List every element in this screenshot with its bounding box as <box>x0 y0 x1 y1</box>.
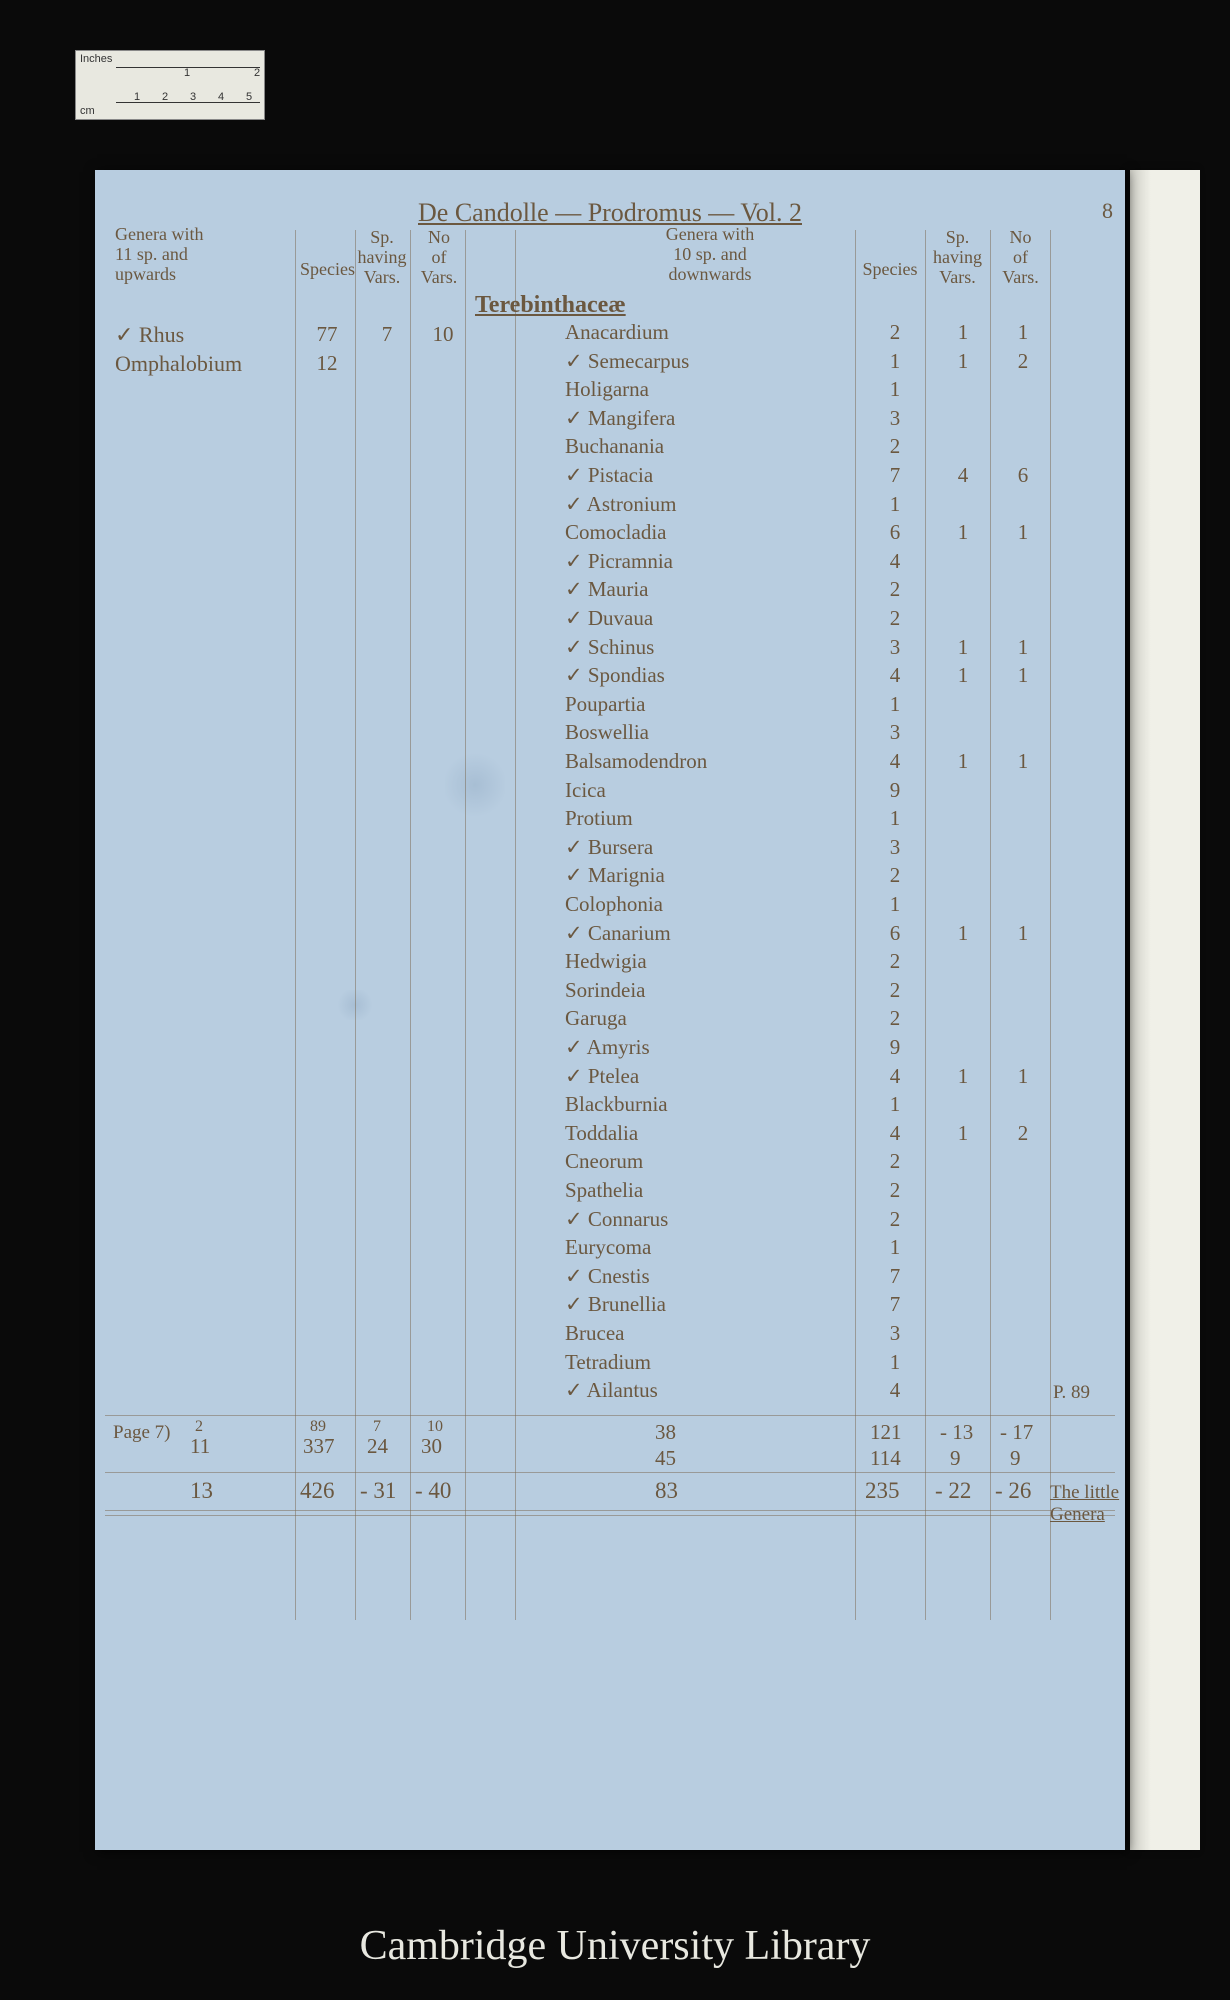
right-genus: ✓ Connarus <box>565 1207 668 1232</box>
right-genus: ✓ Astronium <box>565 492 677 517</box>
right-genus: Poupartia <box>565 692 645 717</box>
right-genus: ✓ Brunellia <box>565 1292 666 1317</box>
right-genus: Protium <box>565 806 633 831</box>
right-genus: ✓ Ptelea <box>565 1064 639 1089</box>
right-genus: Sorindeia <box>565 978 645 1003</box>
left-genus: ✓ Rhus <box>115 322 184 348</box>
header-right-genera: Genera with 10 sp. and downwards <box>595 225 825 284</box>
right-genus: Balsamodendron <box>565 749 707 774</box>
right-genus: ✓ Bursera <box>565 835 653 860</box>
sum-l-sp: 426 <box>300 1478 335 1504</box>
right-genus: Tetradium <box>565 1350 651 1375</box>
header-r-sp-vars: Sp. having Vars. <box>930 228 985 287</box>
paper-stain <box>445 750 505 820</box>
header-sp-vars: Sp. having Vars. <box>357 228 407 287</box>
header-no-vars: No of Vars. <box>415 228 463 287</box>
side-note: P. 89 <box>1053 1382 1090 1404</box>
book-right-page <box>1130 170 1200 1850</box>
library-watermark: Cambridge University Library <box>360 1922 871 1970</box>
right-genus: ✓ Amyris <box>565 1035 650 1060</box>
right-genus: ✓ Pistacia <box>565 463 653 488</box>
right-genus: Garuga <box>565 1006 627 1031</box>
ruler-cm-label: cm <box>80 105 95 117</box>
page-number: 8 <box>1102 198 1113 224</box>
right-genus: Anacardium <box>565 320 669 345</box>
family-heading: Terebinthaceæ <box>475 292 626 319</box>
right-genus: Buchanania <box>565 434 664 459</box>
right-genus: Toddalia <box>565 1121 638 1146</box>
right-genus: ✓ Ailantus <box>565 1378 658 1403</box>
scale-ruler: Inches cm 1 2 1 2 3 4 5 <box>75 50 265 120</box>
right-genus: ✓ Cnestis <box>565 1264 650 1289</box>
right-genus: Icica <box>565 778 606 803</box>
sum-l-count: 13 <box>190 1478 213 1504</box>
right-genus: Eurycoma <box>565 1235 651 1260</box>
right-genus: ✓ Mangifera <box>565 406 675 431</box>
manuscript-page: De Candolle — Prodromus — Vol. 2 8 Gener… <box>95 170 1125 1850</box>
left-genus: Omphalobium <box>115 351 242 377</box>
sum-r-sp: 235 <box>865 1478 900 1504</box>
right-genus: ✓ Schinus <box>565 635 654 660</box>
ruler-inches-label: Inches <box>80 53 112 65</box>
right-genus: Spathelia <box>565 1178 643 1203</box>
right-genus: Comocladia <box>565 520 666 545</box>
right-genus: ✓ Semecarpus <box>565 349 689 374</box>
right-genus: ✓ Marignia <box>565 863 665 888</box>
right-genus: ✓ Canarium <box>565 921 671 946</box>
header-species: Species <box>300 260 350 280</box>
right-genus: Brucea <box>565 1321 624 1346</box>
right-genus: Colophonia <box>565 892 663 917</box>
right-genus: Hedwigia <box>565 949 647 974</box>
sum-r-count: 83 <box>655 1478 678 1504</box>
header-r-species: Species <box>860 260 920 280</box>
right-genus: ✓ Picramnia <box>565 549 673 574</box>
right-genus: ✓ Duvaua <box>565 606 653 631</box>
sum-note: The little Genera <box>1050 1482 1125 1526</box>
right-genus: Holigarna <box>565 377 649 402</box>
right-genus: ✓ Mauria <box>565 577 649 602</box>
right-genus: Boswellia <box>565 720 649 745</box>
right-genus: Cneorum <box>565 1149 643 1174</box>
right-genus: ✓ Spondias <box>565 663 665 688</box>
right-genus: Blackburnia <box>565 1092 668 1117</box>
header-left-genera: Genera with 11 sp. and upwards <box>115 225 285 284</box>
totals-label: Page 7) <box>113 1422 171 1444</box>
header-r-no-vars: No of Vars. <box>993 228 1048 287</box>
